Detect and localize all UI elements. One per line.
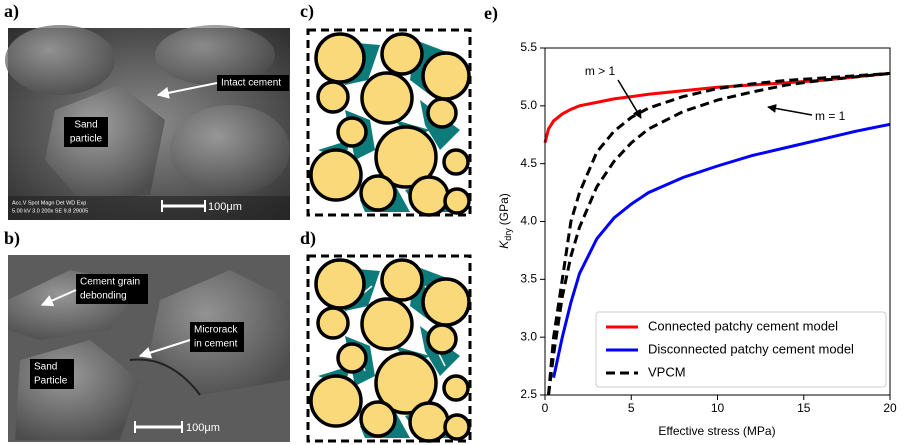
grain [318,82,348,112]
annotation-arrow [768,107,812,115]
annotation: in cement [194,339,238,350]
grain [382,260,422,300]
y-label-subscript: dry [503,228,513,241]
grain [316,260,364,308]
grain [311,376,361,426]
y-tick-label: 5.5 [520,40,537,54]
y-tick-label: 3.0 [520,329,537,343]
grain [410,403,448,441]
x-tick-label: 5 [628,401,635,415]
annotation: Intact cement [221,78,281,89]
x-tick-label: 0 [542,401,549,415]
grain [445,189,469,213]
y-tick-label: 2.5 [520,387,537,401]
grain [361,176,395,210]
sem-image-b: 100μm Cement grain debonding Microrack i… [8,255,290,442]
legend-label: Disconnected patchy cement model [648,341,854,356]
grain [423,53,469,99]
scale-bar-label: 100μm [208,201,242,213]
y-axis-label: Kdry(GPa) [497,193,513,249]
grain [428,325,456,353]
grain [311,150,361,200]
y-tick-label: 4.5 [520,156,537,170]
diagram-c [308,30,470,215]
grain [444,150,468,174]
y-tick-label: 3.5 [520,272,537,286]
panel-label: b) [4,228,20,249]
figure: a) b) c) d) e) Acc.V Spot Magn Det WD Ex… [0,0,905,445]
info-text: 5.00 kV 3.0 200x SE 9.8 29005 [12,208,88,214]
y-label-unit: (GPa) [497,193,511,225]
grain [382,34,422,74]
panel-label: e) [484,3,498,24]
y-tick-label: 5.0 [520,98,537,112]
grain [362,73,412,123]
grain [444,376,468,400]
series-line [545,73,890,142]
annotation: Microrack [194,325,238,336]
panel-label: c) [300,1,314,22]
grain [362,299,412,349]
panel-label: d) [300,228,316,249]
scale-bar-label: 100μm [186,422,220,434]
annotation: particle [70,134,103,145]
info-text: Acc.V Spot Magn Det WD Exp [12,200,86,206]
x-tick-label: 10 [711,401,725,415]
panel-label: a) [4,1,19,22]
diagram-d [308,256,470,441]
grain [338,344,366,372]
grain [338,118,366,146]
annotation: m > 1 [585,64,616,78]
x-axis-label: Effective stress (MPa) [658,424,775,438]
sem-image-a: Acc.V Spot Magn Det WD Exp 5.00 kV 3.0 2… [5,25,290,220]
grain [361,402,395,436]
annotation: Sand [34,362,57,373]
annotation: m = 1 [815,109,846,123]
grain [423,279,469,325]
annotation: Sand [74,120,97,131]
legend-label: Connected patchy cement model [648,318,838,333]
grain [316,34,364,82]
y-tick-label: 4.0 [520,214,537,228]
legend-label: VPCM [648,364,686,379]
grain [445,415,469,439]
annotation: Cement grain [80,277,140,288]
grain [410,177,448,215]
annotation: debonding [80,291,127,302]
annotation: Particle [34,376,68,387]
x-tick-label: 20 [883,401,897,415]
x-tick-label: 15 [797,401,811,415]
grain [318,308,348,338]
grain [428,99,456,127]
